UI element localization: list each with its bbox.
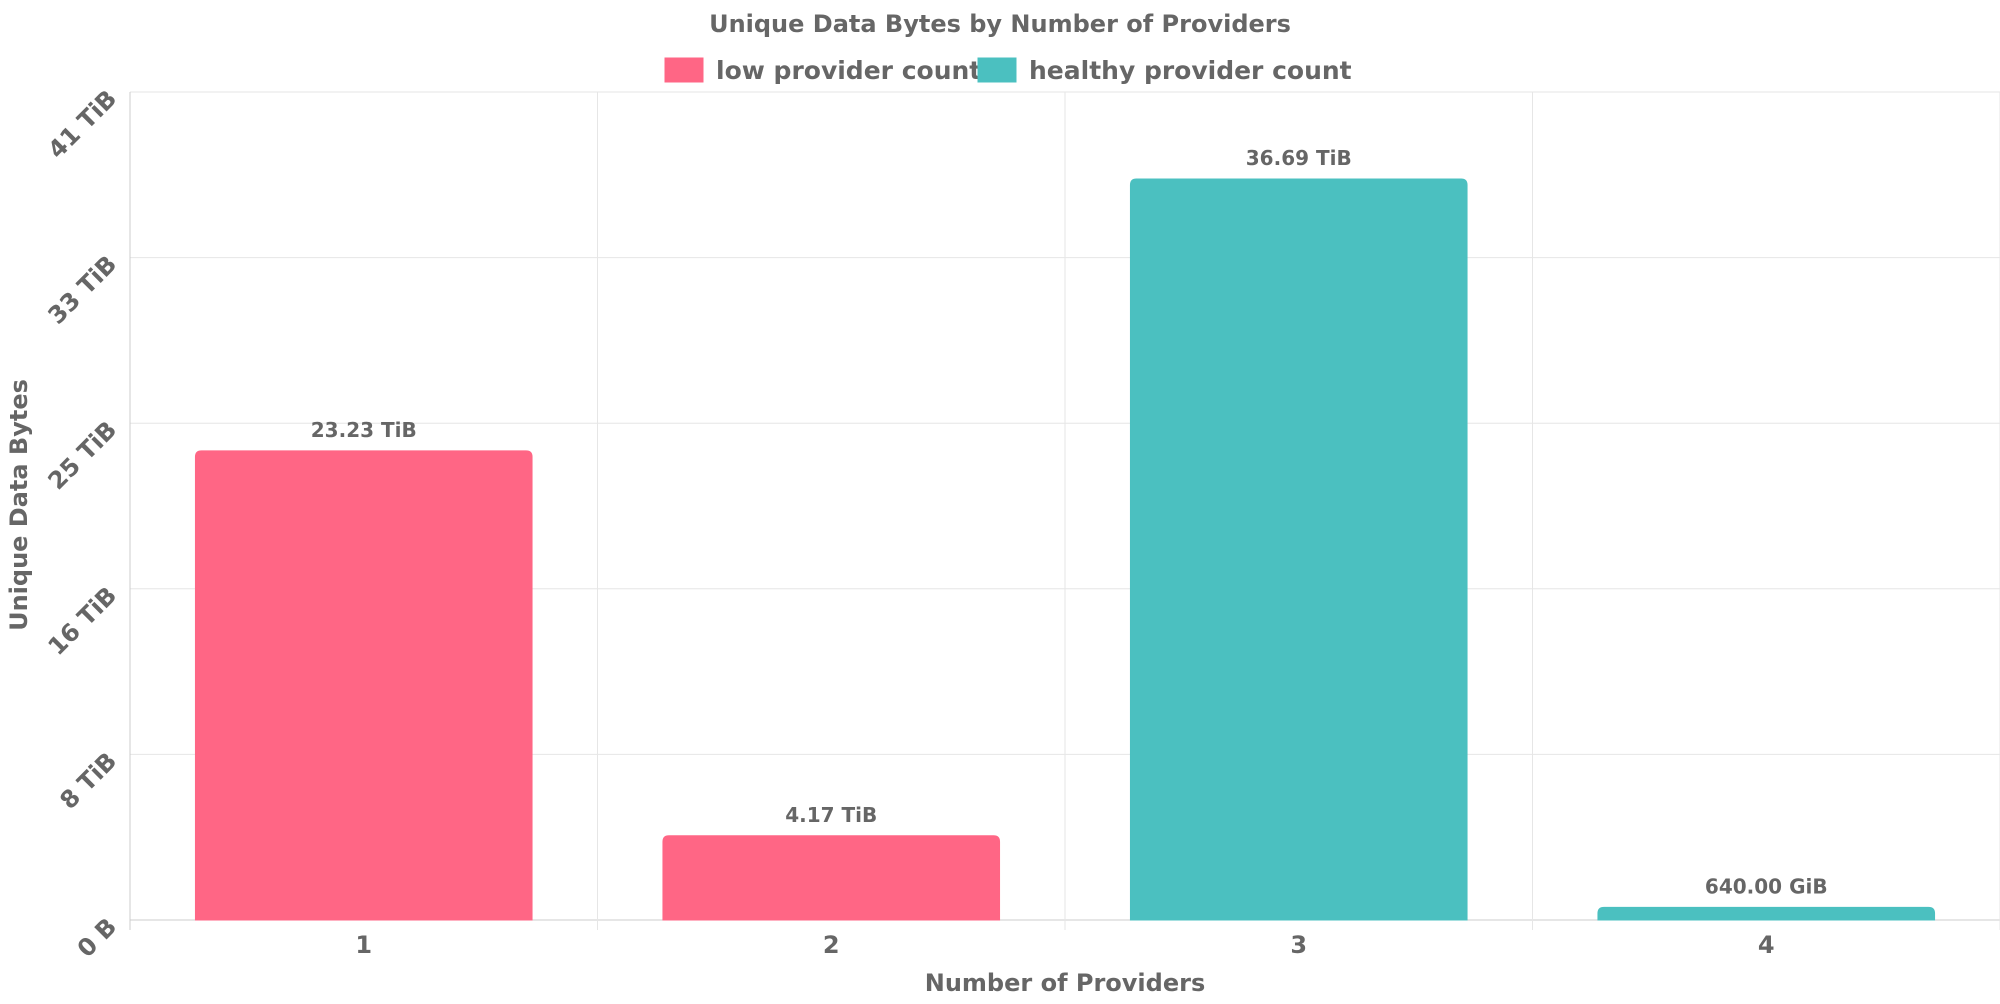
x-tick-labels: 1 2 3 4 (355, 931, 1774, 959)
x-tick-label: 1 (355, 931, 372, 959)
y-tick-label: 41 TiB (43, 84, 123, 164)
bar-1 (194, 450, 533, 921)
y-tick-label: 25 TiB (43, 416, 123, 496)
legend: low provider count healthy provider coun… (664, 56, 1352, 85)
x-tick-label: 3 (1290, 931, 1307, 959)
chart-title: Unique Data Bytes by Number of Providers (709, 10, 1291, 38)
x-tick-label: 2 (823, 931, 840, 959)
legend-label-low: low provider count (716, 56, 981, 85)
legend-swatch-healthy (977, 57, 1017, 83)
data-label-3: 36.69 TiB (1246, 146, 1352, 170)
x-axis-title: Number of Providers (925, 969, 1205, 997)
data-label-1: 23.23 TiB (311, 418, 417, 442)
y-tick-label: 8 TiB (54, 747, 122, 815)
bar-4 (1597, 906, 1936, 921)
y-axis-title: Unique Data Bytes (5, 379, 33, 631)
x-tick-label: 4 (1758, 931, 1775, 959)
y-tick-label: 0 B (72, 912, 122, 962)
bar-2 (662, 835, 1001, 921)
data-label-4: 640.00 GiB (1705, 874, 1828, 898)
labels-layer: 23.23 TiB 4.17 TiB 36.69 TiB 640.00 GiB (311, 146, 1828, 898)
bars-layer (194, 178, 1936, 921)
y-tick-label: 16 TiB (43, 581, 123, 661)
bar-3 (1129, 178, 1468, 921)
y-tick-labels: 0 B 8 TiB 16 TiB 25 TiB 33 TiB 41 TiB (43, 84, 123, 962)
legend-label-healthy: healthy provider count (1029, 56, 1352, 85)
y-tick-label: 33 TiB (43, 250, 123, 330)
data-label-2: 4.17 TiB (785, 803, 877, 827)
legend-swatch-low (664, 57, 704, 83)
